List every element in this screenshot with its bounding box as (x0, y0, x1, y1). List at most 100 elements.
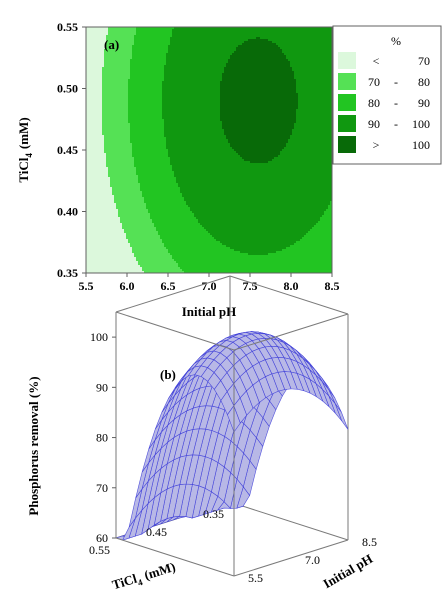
contour-cell (132, 73, 135, 76)
contour-cell (100, 97, 103, 100)
contour-cell (92, 119, 95, 122)
contour-cell (124, 167, 127, 170)
contour-cell (126, 119, 129, 122)
contour-cell (124, 133, 127, 136)
contour-cell (92, 219, 95, 222)
contour-cell (120, 67, 123, 70)
contour-cell (102, 93, 105, 96)
contour-cell (90, 89, 93, 92)
contour-cell (130, 141, 133, 144)
contour-cell (124, 163, 127, 166)
contour-cell (130, 147, 133, 150)
contour-cell (110, 45, 113, 48)
contour-cell (98, 261, 101, 264)
contour-cell (90, 121, 93, 124)
contour-cell (114, 127, 117, 130)
contour-cell (86, 83, 89, 86)
contour-cell (92, 215, 95, 218)
contour-cell (90, 161, 93, 164)
contour-cell (124, 267, 127, 270)
contour-cell (128, 157, 131, 160)
contour-cell (86, 143, 89, 146)
contour-cell (122, 59, 125, 62)
contour-cell (126, 93, 129, 96)
contour-cell (126, 147, 129, 150)
contour-cell (110, 101, 113, 104)
contour-cell (104, 91, 107, 94)
contour-cell (134, 85, 137, 88)
contour-cell (90, 55, 93, 58)
contour-cell (130, 247, 133, 250)
contour-cell (120, 269, 123, 272)
contour-cell (100, 101, 103, 104)
contour-cell (128, 51, 131, 54)
contour-cell (112, 91, 115, 94)
contour-cell (102, 51, 105, 54)
contour-cell (106, 205, 109, 208)
contour-cell (124, 149, 127, 152)
contour-cell (128, 245, 131, 248)
contour-cell (120, 205, 123, 208)
contour-cell (110, 149, 113, 152)
contour-cell (94, 33, 97, 36)
contour-cell (126, 263, 129, 266)
contour-cell (104, 75, 107, 78)
contour-cell (134, 55, 137, 58)
contour-cell (124, 113, 127, 116)
contour-cell (86, 77, 89, 80)
contour-cell (96, 107, 99, 110)
contour-cell (96, 143, 99, 146)
contour-cell (110, 263, 113, 266)
contour-cell (132, 207, 135, 210)
contour-cell (112, 227, 115, 230)
contour-cell (126, 189, 129, 192)
contour-cell (114, 37, 117, 40)
contour-cell (86, 203, 89, 206)
contour-cell (88, 65, 91, 68)
contour-cell (128, 67, 131, 70)
contour-cell (96, 129, 99, 132)
contour-cell (132, 103, 135, 106)
contour-cell (96, 79, 99, 82)
contour-cell (86, 163, 89, 166)
contour-cell (112, 51, 115, 54)
contour-cell (88, 63, 91, 66)
contour-cell (128, 231, 131, 234)
contour-cell (98, 35, 101, 38)
contour-cell (134, 105, 137, 108)
contour-cell (98, 259, 101, 262)
contour-cell (118, 187, 121, 190)
contour-cell (108, 159, 111, 162)
contour-cell (88, 269, 91, 272)
contour-cell (122, 171, 125, 174)
contour-cell (122, 165, 125, 168)
contour-cell (128, 129, 131, 132)
contour-cell (122, 129, 125, 132)
contour-cell (124, 187, 127, 190)
contour-cell (96, 247, 99, 250)
contour-cell (134, 75, 137, 78)
contour-cell (90, 87, 93, 90)
contour-cell (106, 209, 109, 212)
contour-cell (130, 97, 133, 100)
contour-cell (130, 61, 133, 64)
contour-cell (88, 69, 91, 72)
contour-cell (96, 257, 99, 260)
contour-cell (122, 67, 125, 70)
contour-cell (88, 151, 91, 154)
contour-cell (124, 103, 127, 106)
contour-cell (90, 33, 93, 36)
contour-cell (128, 95, 131, 98)
contour-cell (122, 31, 125, 34)
contour-cell (114, 95, 117, 98)
contour-cell (104, 255, 107, 258)
contour-cell (116, 161, 119, 164)
contour-cell (90, 145, 93, 148)
contour-cell (122, 223, 125, 226)
contour-cell (94, 47, 97, 50)
contour-cell (94, 61, 97, 64)
contour-cell (108, 33, 111, 36)
contour-cell (120, 115, 123, 118)
contour-cell (88, 51, 91, 54)
contour-cell (102, 123, 105, 126)
